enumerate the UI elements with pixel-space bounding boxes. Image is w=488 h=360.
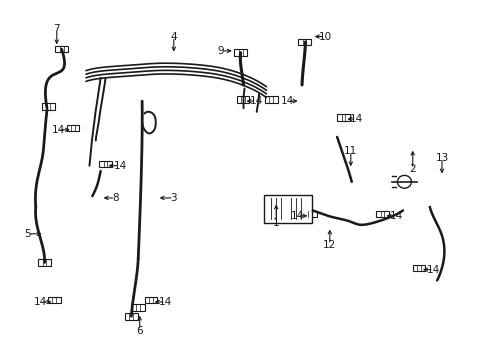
Bar <box>42 103 55 110</box>
Text: 2: 2 <box>408 164 415 174</box>
Bar <box>99 161 112 167</box>
Bar <box>66 125 79 131</box>
Text: 14: 14 <box>426 265 439 275</box>
Bar <box>48 297 61 303</box>
Bar <box>132 304 144 311</box>
Text: 10: 10 <box>318 32 331 41</box>
Text: 5: 5 <box>24 229 31 239</box>
Bar <box>144 297 157 303</box>
Bar <box>55 46 68 52</box>
Bar <box>375 211 388 217</box>
Bar <box>412 265 425 271</box>
Bar <box>264 96 277 103</box>
Text: 12: 12 <box>323 239 336 249</box>
Text: 14: 14 <box>389 211 403 221</box>
Text: 4: 4 <box>170 32 177 41</box>
Bar <box>298 39 310 45</box>
Text: 13: 13 <box>434 153 447 163</box>
FancyBboxPatch shape <box>264 195 312 223</box>
Text: 8: 8 <box>112 193 119 203</box>
Text: 1: 1 <box>272 218 279 228</box>
Text: 14: 14 <box>159 297 172 307</box>
Text: 14: 14 <box>280 96 293 106</box>
Text: 14: 14 <box>52 125 65 135</box>
Bar <box>236 96 249 103</box>
Bar <box>234 49 246 56</box>
Text: 11: 11 <box>344 146 357 156</box>
Text: 6: 6 <box>136 325 142 336</box>
Text: 7: 7 <box>53 24 60 35</box>
Bar <box>125 313 138 320</box>
Text: 14: 14 <box>113 161 126 171</box>
Bar <box>304 211 316 217</box>
Bar <box>38 259 51 266</box>
Text: 14: 14 <box>249 96 263 106</box>
Bar <box>336 114 349 121</box>
Text: 9: 9 <box>217 46 224 56</box>
Text: 14: 14 <box>290 211 303 221</box>
Text: 3: 3 <box>170 193 177 203</box>
Text: 14: 14 <box>349 114 363 124</box>
Text: 14: 14 <box>34 297 47 307</box>
